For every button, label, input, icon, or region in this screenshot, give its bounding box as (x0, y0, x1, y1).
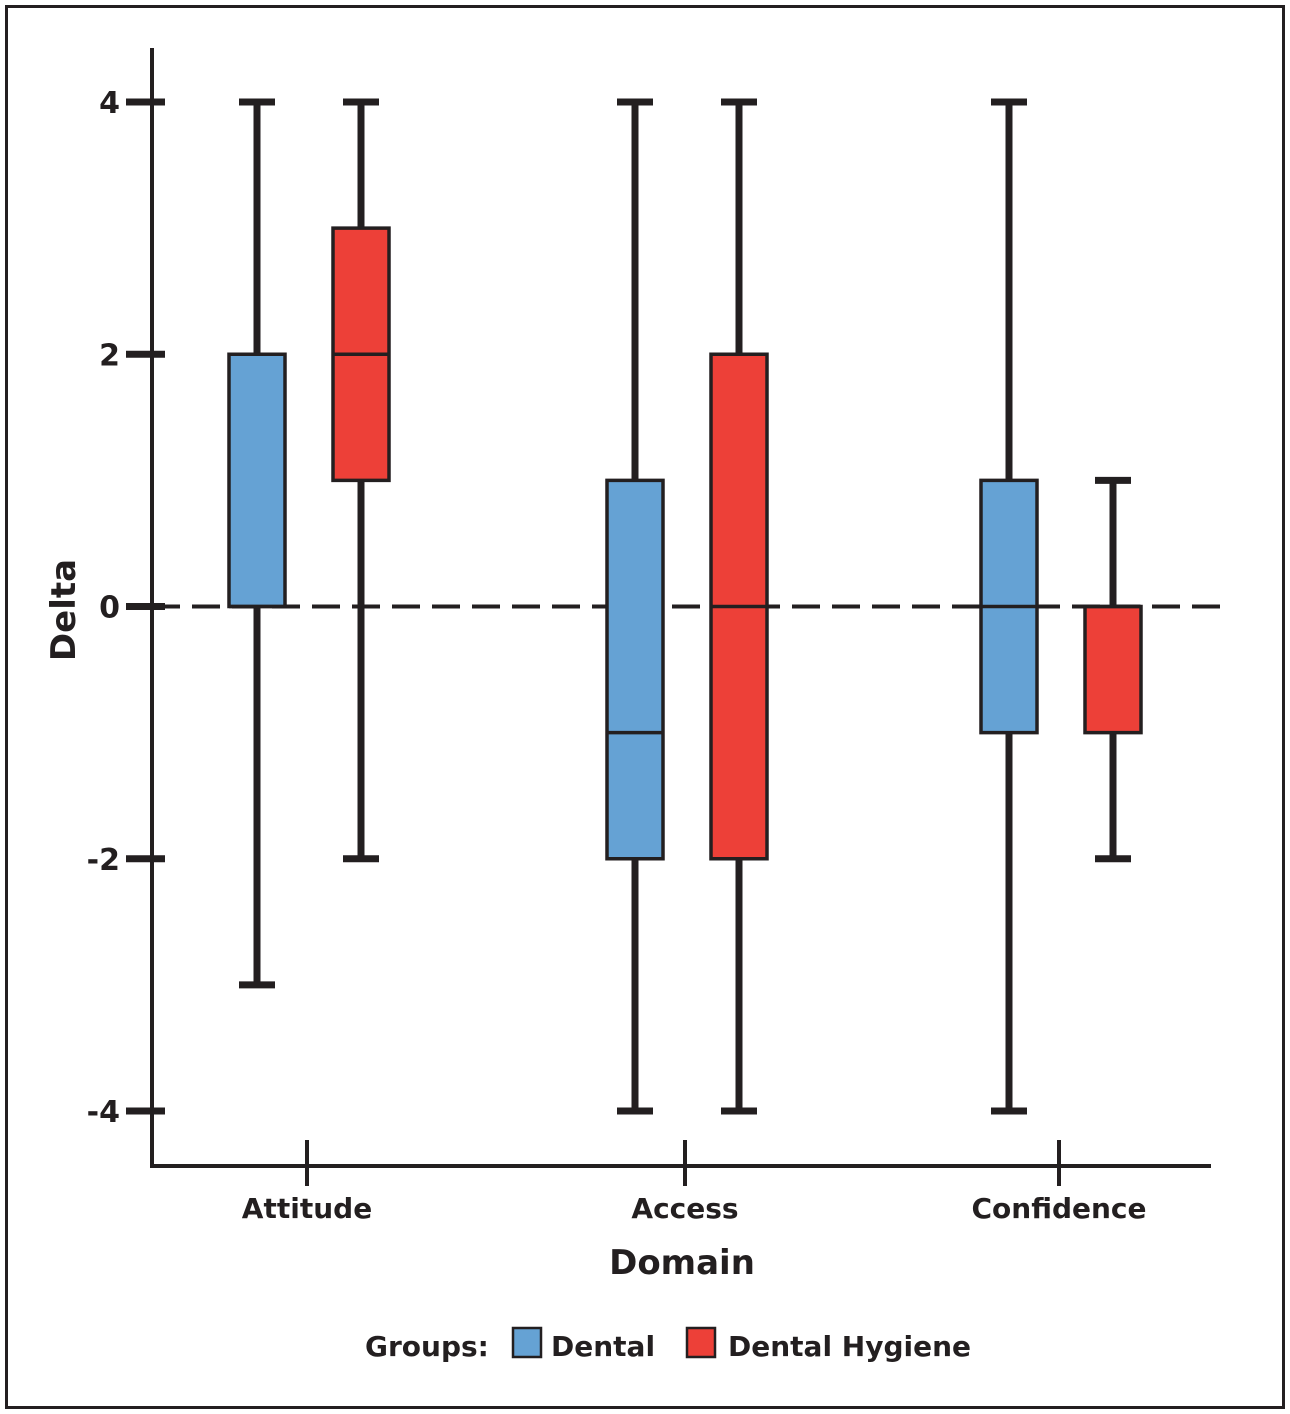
box-dental-hygiene-access (709, 98, 769, 1115)
legend: Groups: Dental Dental Hygiene (365, 1326, 971, 1363)
box-dental-hygiene-attitude (331, 98, 391, 863)
box-dental-attitude (227, 98, 287, 989)
y-tick-label: 4 (99, 86, 120, 121)
x-axis-label: Domain (609, 1243, 755, 1283)
y-tick-label: 2 (99, 338, 120, 373)
x-tick-label: Confidence (971, 1192, 1146, 1225)
box-dental-hygiene-confidence (1083, 476, 1143, 863)
y-axis-label: Delta (44, 559, 84, 661)
legend-swatch-dental (511, 1326, 543, 1359)
y-tick-label: 0 (99, 591, 120, 626)
x-ticks: Attitude Access Confidence (242, 1140, 1147, 1225)
legend-title: Groups: (365, 1330, 489, 1363)
legend-swatch-dental-hygiene (685, 1326, 717, 1359)
y-tick-label: -4 (87, 1095, 120, 1130)
box-dental-access (605, 98, 665, 1115)
boxes-layer (227, 98, 1143, 1115)
x-tick-label: Access (631, 1192, 738, 1225)
box-iqr (1083, 604, 1143, 735)
legend-label-dental-hygiene: Dental Hygiene (728, 1330, 971, 1363)
y-tick-label: -2 (87, 843, 120, 878)
y-ticks: 4 2 0 -2 -4 (87, 86, 165, 1130)
legend-label-dental: Dental (551, 1330, 655, 1363)
box-iqr (227, 352, 287, 609)
box-iqr (605, 478, 665, 861)
box-dental-confidence (979, 98, 1039, 1115)
figure-frame (5, 5, 1285, 1409)
x-tick-label: Attitude (242, 1192, 372, 1225)
